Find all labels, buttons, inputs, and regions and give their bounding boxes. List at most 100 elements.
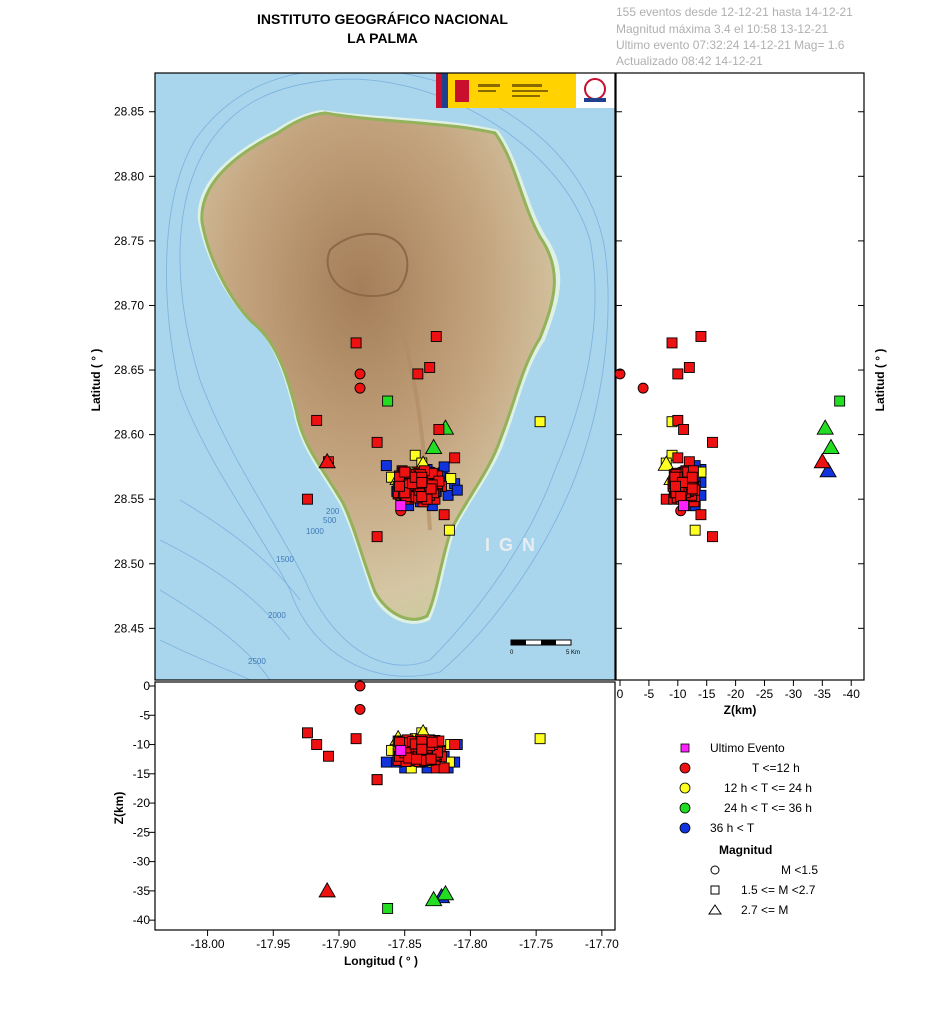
- section-event-marker: [424, 890, 443, 907]
- section-event-marker: [380, 756, 392, 768]
- map-event-marker: [438, 461, 450, 473]
- depth-event-marker: [686, 471, 698, 483]
- legend-time-circle-blue: [679, 822, 691, 834]
- z-tick-label-bottom: -20: [133, 796, 151, 810]
- map-event-marker: [424, 362, 436, 373]
- bathymetry-contours: [159, 73, 609, 680]
- depth-event-marker: [657, 455, 676, 471]
- scale-label-0: 0: [510, 650, 514, 656]
- contour-1000: [179, 499, 301, 601]
- info-line-updated: Actualizado 08:42 14-12-21: [616, 54, 763, 68]
- legend-magnitude-circle: [710, 865, 720, 875]
- map-event-marker: [430, 331, 442, 342]
- map-event-marker: [433, 424, 445, 435]
- map-event-marker: [302, 493, 313, 505]
- contour-label-2500: 2500: [248, 657, 266, 666]
- info-line-last-event: Ultimo evento 07:32:24 14-12-21 Mag= 1.6: [616, 38, 845, 52]
- depth-event-marker: [614, 368, 626, 380]
- caldera-rim: [326, 232, 409, 297]
- map-event-marker: [449, 452, 461, 464]
- chart-title: INSTITUTO GEOGRÁFICO NACIONAL: [257, 11, 508, 27]
- map-event-marker: [394, 480, 405, 492]
- info-line-events: 155 eventos desde 12-12-21 hasta 14-12-2…: [616, 5, 853, 19]
- right-depth-panel: [615, 72, 865, 681]
- legend-time-circle-red: [679, 762, 691, 774]
- section-event-marker: [416, 743, 428, 755]
- legend-magnitude-label: 2.7 <= M: [741, 903, 788, 917]
- legend-label: 36 h < T: [710, 821, 755, 835]
- depth-event-marker: [834, 395, 846, 407]
- depth-event-marker: [707, 436, 718, 448]
- lon-tick-label: -17.90: [322, 937, 356, 951]
- map-event-marker: [380, 460, 392, 472]
- legend-time-circle-green: [679, 802, 691, 814]
- map-event-marker: [371, 531, 383, 543]
- depth-event-marker: [672, 368, 684, 380]
- contour-label-500: 500: [323, 516, 337, 525]
- map-event-marker: [425, 483, 437, 495]
- z-tick-label-right: -40: [843, 687, 861, 701]
- map-event-marker: [412, 368, 424, 380]
- island-landmass: [200, 111, 556, 621]
- contour-shelf: [179, 78, 596, 666]
- depth-event-marker: [822, 438, 840, 454]
- legend-time-circle-yellow: [679, 782, 691, 794]
- section-event-marker: [318, 881, 336, 898]
- section-event-marker: [436, 884, 455, 901]
- map-event-marker: [442, 489, 454, 501]
- legend-label: 12 h < T <= 24 h: [724, 781, 812, 795]
- lon-tick-label: -18.00: [191, 937, 225, 951]
- map-event-marker: [416, 491, 428, 503]
- map-event-marker: [438, 509, 450, 521]
- map-frame: [154, 72, 616, 681]
- section-event-marker: [438, 762, 450, 774]
- lat-tick-label: 28.50: [114, 557, 144, 571]
- z-tick-label-right: -30: [785, 687, 803, 701]
- z-axis-label-bottom: Z(km): [112, 792, 126, 825]
- lon-tick-label: -17.75: [519, 937, 553, 951]
- map-watermark: I G N: [485, 535, 537, 555]
- legend: Ultimo Evento T <=12 h 12 h < T <= 24 h 24 …: [679, 741, 818, 917]
- right-panel-event-markers: [614, 331, 846, 543]
- depth-event-marker: [683, 362, 695, 373]
- contour-2500: [159, 639, 251, 680]
- z-tick-label-right: 0: [617, 687, 624, 701]
- legend-label: Ultimo Evento: [710, 741, 785, 755]
- legend-magnitude-triangle: [708, 904, 722, 915]
- section-event-marker: [302, 727, 313, 739]
- scale-bar: 0 5 Km: [510, 639, 580, 656]
- section-event-marker: [425, 753, 437, 765]
- z-tick-label-bottom: -25: [133, 825, 151, 839]
- map-event-marker: [399, 466, 411, 478]
- coat-of-arms-icon: [455, 80, 469, 102]
- section-event-marker: [411, 753, 422, 765]
- axes-layer: 28.85 28.80 28.75 28.70 28.65 28.60 28.55 28.50…: [114, 105, 864, 951]
- depth-event-marker: [678, 500, 690, 512]
- contour-label-1000: 1000: [306, 527, 324, 536]
- contour-1500: [159, 539, 291, 641]
- section-event-marker: [534, 733, 546, 745]
- depth-event-marker: [689, 524, 701, 536]
- z-axis-label-right: Z(km): [724, 703, 757, 717]
- depth-event-marker: [816, 419, 834, 435]
- section-event-marker: [371, 774, 383, 786]
- map-event-marker: [318, 452, 336, 469]
- depth-event-marker: [672, 452, 684, 464]
- lat-tick-label: 28.45: [114, 621, 144, 635]
- info-line-max-magnitude: Magnitud máxima 3.4 el 10:58 13-12-21: [616, 22, 829, 36]
- depth-event-marker: [678, 424, 690, 435]
- lat-tick-label: 28.70: [114, 298, 144, 312]
- map-event-marker: [443, 524, 455, 536]
- legend-magnitude-title: Magnitud: [719, 843, 772, 857]
- map-event-marker: [311, 414, 323, 426]
- lat-tick-label: 28.80: [114, 169, 144, 183]
- z-tick-label-bottom: -10: [133, 738, 151, 752]
- z-tick-label-right: -15: [698, 687, 716, 701]
- lat-tick-label: 28.65: [114, 363, 144, 377]
- legend-label: T <=12 h: [752, 761, 800, 775]
- z-tick-label-right: -35: [814, 687, 832, 701]
- map-event-marker: [445, 473, 457, 484]
- depth-event-marker: [695, 331, 707, 342]
- contour-500: [166, 73, 609, 677]
